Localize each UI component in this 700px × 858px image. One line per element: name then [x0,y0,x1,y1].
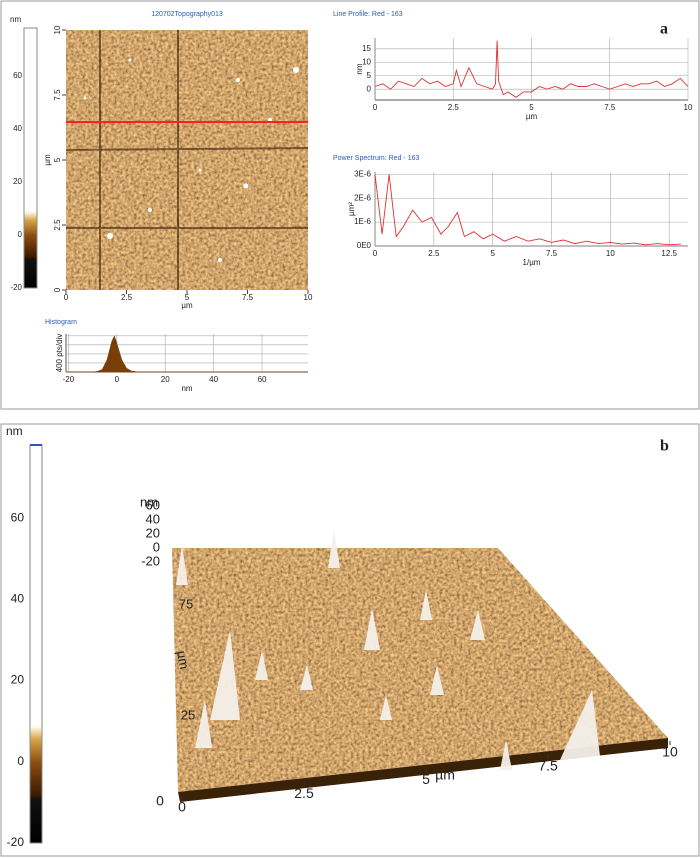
y-axis-label: µm [43,154,52,166]
y-axis-label: nm [355,63,364,74]
y-tick-label: 0 [367,84,372,93]
y-tick-label: 0 [53,287,62,292]
topography-image [66,30,308,290]
surface-edge [178,738,668,802]
x-tick-label: 12.5 [661,249,677,258]
x-tick-label: 0 [373,249,378,258]
y-axis-label: 400 pts/div [55,334,64,373]
y-tick-label: 3E-6 [354,169,371,178]
x-tick-label: 5 [185,293,190,302]
x-tick-label: 5 [422,771,430,787]
x-axis-label: 1/µm [523,258,541,267]
panel-b-frame [0,423,700,857]
z-tick-label: 20 [146,525,160,540]
colorbar-tick-label: 0 [17,754,24,768]
z-axis-unit: nm [140,494,158,509]
x-axis-label: nm [181,384,192,393]
profile-line [374,174,681,246]
x-tick-label: 0 [373,103,378,112]
x-tick-label: 2.5 [121,293,133,302]
x-tick-label: -20 [63,375,75,384]
colorbar-tick-label: 20 [13,177,22,186]
colorbar-unit: nm [6,424,23,438]
x-axis-label: µm [435,767,455,783]
colorbar-tick-label: 40 [11,591,25,605]
x-axis-label: µm [181,301,193,310]
y-axis-label: µm [174,649,192,670]
y-tick-label: 10 [362,57,371,66]
y-tick-label: 15 [362,44,371,53]
x-tick-label: 2.5 [448,103,460,112]
z-tick-label: -20 [141,553,160,568]
y-tick-label: 2E-6 [354,193,371,202]
colorbar-tick-label: -20 [10,283,22,292]
y-axis-label: µm² [347,202,356,216]
surface-spikes [176,530,600,770]
x-axis-label: µm [526,112,538,121]
x-tick-label: 5 [529,103,534,112]
x-tick-label: 40 [209,375,218,384]
colorbar-tick-label: 40 [13,124,22,133]
z-tick-label: 0 [153,539,160,554]
x-tick-label: 0 [178,799,186,815]
x-tick-label: 2.5 [294,785,314,801]
y-tick-label: 0 [156,793,164,809]
x-tick-label: 2.5 [428,249,440,258]
image-texture [65,30,309,290]
colorbar-tick-label: 0 [18,230,23,239]
x-tick-label: 0 [115,375,120,384]
y-tick-label: 2.5 [53,219,62,231]
y-tick-label: 5 [367,71,372,80]
x-tick-label: 7.5 [546,249,558,258]
chart-title: Power Spectrum: Red - 163 [333,155,419,162]
x-tick-label: 60 [258,375,267,384]
panel-letter: a [660,21,668,38]
chart-title: Line Profile: Red - 163 [333,11,403,18]
z-tick-label: 40 [146,511,160,526]
x-tick-label: 10 [606,249,615,258]
x-tick-label: 0 [64,293,69,302]
y-tick-label: 1E-6 [354,217,371,226]
y-tick-label: 5 [53,157,62,162]
x-tick-label: 7.5 [538,757,558,773]
panel-letter: b [660,438,669,455]
x-tick-label: 10 [304,293,313,302]
x-tick-label: 10 [684,103,693,112]
colorbar-tick-label: 60 [11,510,25,524]
z-tick-label: 60 [146,497,160,512]
x-tick-label: 10 [662,744,678,760]
x-tick-label: 5 [490,249,495,258]
x-tick-label: 7.5 [604,103,616,112]
y-tick-label: 75 [179,596,193,611]
image-particles [83,58,299,262]
x-tick-label: 20 [161,375,170,384]
y-tick-label: 0E0 [357,241,372,250]
profile-line [374,40,689,98]
chart-title: Histogram [45,319,77,326]
colorbar [29,444,43,844]
colorbar-tick-label: 20 [11,673,25,687]
surface-3d [172,548,668,792]
colorbar-unit: nm [10,15,21,24]
colorbar-tick-label: -20 [7,835,25,849]
y-tick-label: 25 [181,707,195,722]
histogram-area [68,335,308,373]
image-title: 120702Topography013 [151,11,223,18]
colorbar [23,27,38,289]
colorbar-tick-label: 60 [13,71,22,80]
panel-a-frame [0,0,700,410]
y-tick-label: 7.5 [53,89,62,101]
x-tick-label: 7.5 [242,293,254,302]
y-tick-label: 10 [53,25,62,34]
